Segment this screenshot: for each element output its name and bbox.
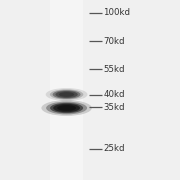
Ellipse shape <box>50 103 83 113</box>
Text: 55kd: 55kd <box>103 65 125 74</box>
Bar <box>50 0 83 180</box>
Ellipse shape <box>53 104 80 112</box>
Ellipse shape <box>41 100 92 116</box>
Ellipse shape <box>57 105 76 111</box>
Ellipse shape <box>53 90 81 99</box>
Ellipse shape <box>50 89 83 100</box>
Ellipse shape <box>59 92 74 97</box>
Ellipse shape <box>46 102 87 114</box>
Text: 35kd: 35kd <box>103 103 125 112</box>
Text: 40kd: 40kd <box>103 90 125 99</box>
Text: 70kd: 70kd <box>103 37 125 46</box>
Ellipse shape <box>46 88 87 101</box>
Ellipse shape <box>55 91 78 98</box>
Text: 25kd: 25kd <box>103 144 125 153</box>
Text: 100kd: 100kd <box>103 8 130 17</box>
